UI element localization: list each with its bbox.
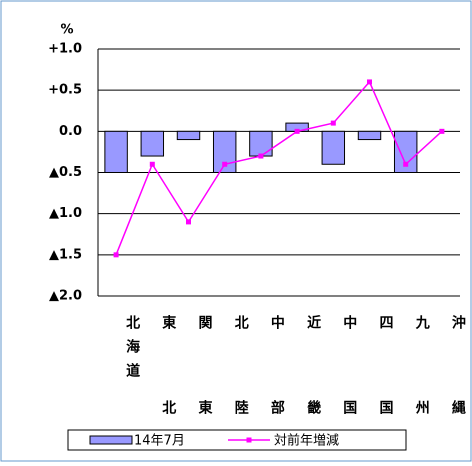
- y-tick-label: +0.5: [48, 83, 82, 98]
- point: [294, 128, 300, 134]
- x-tick-label: 沖縄: [450, 314, 466, 462]
- point: [258, 153, 264, 159]
- bar: [393, 130, 418, 173]
- y-tick-label: ▲1.0: [49, 206, 82, 221]
- point: [186, 219, 191, 225]
- y-tick-label: +1.0: [48, 42, 82, 57]
- point: [367, 79, 372, 85]
- point: [439, 128, 445, 134]
- x-tick-label: 東北: [160, 314, 176, 462]
- x-tick-label: 九州: [414, 315, 431, 462]
- y-unit: %: [60, 23, 73, 38]
- x-tick-label: 北海道: [124, 315, 140, 387]
- bar: [249, 130, 273, 157]
- x-tick-label: 北陸: [233, 315, 249, 462]
- x-tick-label: 近畿: [305, 314, 321, 462]
- line: [115, 80, 443, 256]
- bar: [140, 130, 165, 157]
- legend-label: 14年7月: [134, 434, 185, 449]
- x-tick-label: 中部: [269, 314, 285, 462]
- y-tick-label: ▲1.5: [49, 247, 82, 262]
- x-tick-label: 四国: [378, 315, 394, 462]
- bar: [212, 130, 237, 173]
- y-tick-label: ▲0.5: [49, 165, 82, 180]
- y-tick-label: ▲2.0: [49, 289, 82, 304]
- legend-swatch: [89, 435, 133, 445]
- legend-label: 対前年増減: [274, 433, 339, 449]
- bar: [357, 130, 382, 141]
- legend-point: [246, 437, 252, 443]
- point: [403, 161, 409, 167]
- point: [149, 161, 155, 167]
- point: [222, 161, 228, 167]
- x-tick-label: 関東: [197, 315, 213, 462]
- y-tick-label: 0.0: [59, 124, 82, 139]
- bar: [321, 130, 346, 165]
- bar: [176, 130, 201, 141]
- point: [113, 252, 119, 258]
- bar: [104, 130, 128, 173]
- point: [330, 120, 336, 126]
- x-tick-label: 中国: [341, 314, 357, 462]
